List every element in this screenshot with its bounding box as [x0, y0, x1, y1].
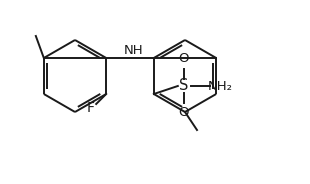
Text: NH: NH [124, 43, 144, 56]
Text: S: S [179, 79, 188, 93]
Text: NH₂: NH₂ [207, 79, 232, 93]
Text: F: F [86, 101, 94, 115]
Text: O: O [179, 52, 189, 66]
Text: O: O [179, 107, 189, 119]
